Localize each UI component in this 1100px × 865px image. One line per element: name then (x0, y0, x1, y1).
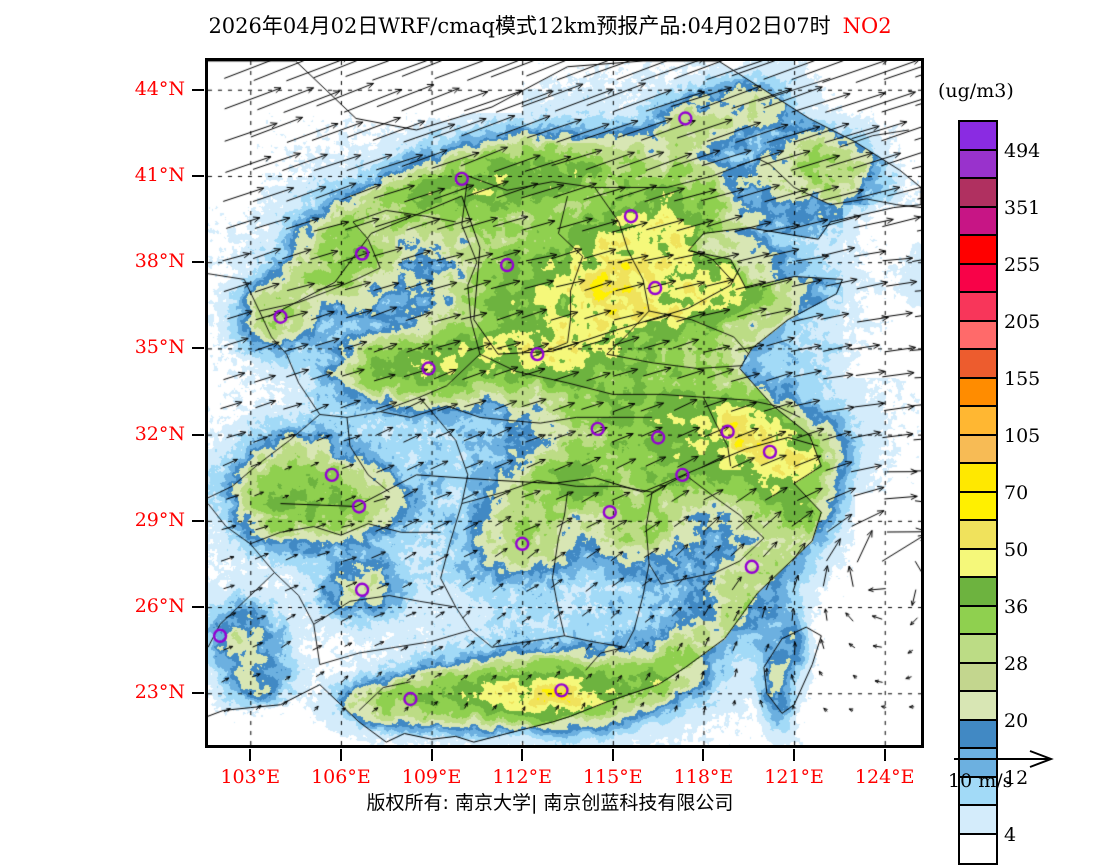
page-title: 2026年04月02日WRF/cmaq模式12km预报产品:04月02日07时 N… (0, 10, 1100, 40)
colorbar-band-18 (960, 635, 996, 664)
colorbar-band-8 (960, 350, 996, 379)
lon-tick-label-124: 124°E (854, 766, 915, 788)
lat-tick-label-35: 35°N (134, 336, 185, 359)
lat-tick-mark (192, 692, 204, 695)
title-main-text: 2026年04月02日WRF/cmaq模式12km预报产品:04月02日07时 (208, 14, 831, 38)
colorbar-tick-label-255: 255 (1004, 253, 1041, 276)
colorbar-tick-label-494: 494 (1004, 139, 1041, 162)
colorbar-band-19 (960, 663, 996, 692)
colorbar-tick-label-70: 70 (1004, 481, 1029, 504)
colorbar-band-7 (960, 321, 996, 350)
colorbar-band-16 (960, 578, 996, 607)
lat-tick-label-29: 29°N (134, 508, 185, 531)
title-species-label: NO2 (842, 14, 892, 38)
colorbar-band-14 (960, 521, 996, 550)
wind-scale-key: 10 m/s (948, 748, 1098, 794)
lat-tick-mark (192, 88, 204, 91)
lat-tick-mark (192, 433, 204, 436)
colorbar-band-21 (960, 720, 996, 749)
colorbar-tick-label-4: 4 (1004, 823, 1017, 846)
lon-tick-label-109: 109°E (401, 766, 462, 788)
colorbar-band-22 (960, 749, 996, 778)
colorbar-band-10 (960, 407, 996, 436)
lon-tick-mark (430, 749, 433, 761)
wind-scale-label: 10 m/s (948, 770, 1013, 792)
lon-tick-label-106: 106°E (311, 766, 371, 788)
colorbar-tick-label-105: 105 (1004, 424, 1041, 447)
colorbar-band-24 (960, 806, 996, 835)
colorbar-tick-label-50: 50 (1004, 538, 1029, 561)
colorbar-units-label: (ug/m3) (938, 80, 1014, 102)
colorbar-band-0 (960, 122, 996, 151)
colorbar-band-20 (960, 692, 996, 721)
copyright-footer: 版权所有: 南京大学| 南京创蓝科技有限公司 (366, 792, 734, 814)
lon-tick-mark (611, 749, 614, 761)
lat-tick-mark (192, 261, 204, 264)
lat-tick-mark (192, 606, 204, 609)
colorbar-tick-label-28: 28 (1004, 652, 1029, 675)
lat-tick-label-26: 26°N (134, 595, 185, 618)
wind-arrow-icon (954, 750, 1054, 768)
colorbar-band-6 (960, 293, 996, 322)
colorbar-band-13 (960, 492, 996, 521)
colorbar-band-17 (960, 606, 996, 635)
lon-tick-label-121: 121°E (764, 766, 824, 788)
lon-tick-mark (702, 749, 705, 761)
lat-tick-label-41: 41°N (134, 163, 185, 186)
lon-tick-label-103: 103°E (220, 766, 281, 788)
colorbar-tick-label-155: 155 (1004, 367, 1041, 390)
colorbar-band-3 (960, 207, 996, 236)
lon-tick-label-118: 118°E (673, 766, 734, 788)
lon-tick-mark (793, 749, 796, 761)
lat-tick-label-44: 44°N (134, 77, 185, 100)
colorbar-band-9 (960, 378, 996, 407)
colorbar-band-11 (960, 435, 996, 464)
no2-concentration-canvas (208, 61, 921, 745)
lat-tick-label-38: 38°N (134, 250, 185, 273)
colorbar-band-5 (960, 264, 996, 293)
lon-tick-label-112: 112°E (492, 766, 553, 788)
lat-tick-mark (192, 174, 204, 177)
colorbar-band-25 (960, 834, 996, 863)
colorbar-tick-label-36: 36 (1004, 595, 1029, 618)
lon-tick-mark (249, 749, 252, 761)
colorbar-tick-label-351: 351 (1004, 196, 1041, 219)
lon-tick-mark (339, 749, 342, 761)
lat-tick-mark (192, 347, 204, 350)
lat-tick-label-32: 32°N (134, 422, 185, 445)
lon-tick-label-115: 115°E (583, 766, 643, 788)
lat-tick-label-23: 23°N (134, 681, 185, 704)
colorbar-band-23 (960, 777, 996, 806)
colorbar-band-12 (960, 464, 996, 493)
lat-tick-mark (192, 519, 204, 522)
colorbar-tick-label-205: 205 (1004, 310, 1041, 333)
colorbar-tick-label-20: 20 (1004, 709, 1029, 732)
colorbar-band-1 (960, 150, 996, 179)
colorbar-legend: (ug/m3) 494 351 255 205 155 105 70 50 36 28 20 12 4 (930, 80, 1095, 865)
lon-tick-mark (521, 749, 524, 761)
colorbar-band-4 (960, 236, 996, 265)
lon-tick-mark (883, 749, 886, 761)
colorbar-tick-label-12: 12 (1004, 766, 1029, 789)
colorbar-band-15 (960, 549, 996, 578)
map-plot-area[interactable] (205, 58, 924, 748)
colorbar-band-2 (960, 179, 996, 208)
